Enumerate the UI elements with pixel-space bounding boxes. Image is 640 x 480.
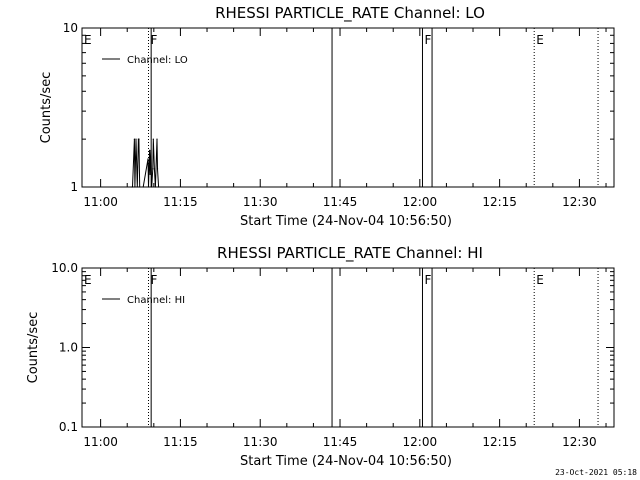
x-tick-label: 11:30: [243, 195, 278, 209]
x-tick-label: 11:30: [243, 435, 278, 449]
data-point: [133, 138, 136, 140]
data-point: [151, 186, 153, 188]
data-point: [136, 186, 138, 188]
x-tick-label: 11:45: [323, 435, 358, 449]
chart-title: RHESSI PARTICLE_RATE Channel: HI: [217, 244, 483, 263]
data-point: [150, 149, 152, 151]
x-axis-label: Start Time (24-Nov-04 10:56:50): [240, 214, 452, 229]
event-marker-label: E: [84, 273, 92, 287]
event-marker-label: F: [151, 33, 158, 47]
data-point: [147, 186, 150, 188]
x-tick-label: 12:30: [562, 195, 597, 209]
footer-timestamp: 23-Oct-2021 05:18: [555, 468, 637, 477]
data-point: [148, 149, 151, 151]
x-tick-label: 12:15: [482, 435, 517, 449]
x-axis-label: Start Time (24-Nov-04 10:56:50): [240, 454, 452, 469]
x-tick-label: 12:00: [403, 195, 438, 209]
chart-panel-lo: RHESSI PARTICLE_RATE Channel: LO 11:00 11:…: [39, 4, 615, 229]
x-tick-label: 12:00: [403, 435, 438, 449]
x-tick-label: 11:15: [163, 195, 198, 209]
data-point: [138, 138, 140, 140]
y-tick-label: 10: [63, 21, 78, 35]
y-tick-label: 1.0: [59, 341, 78, 355]
plot-frame: [81, 27, 615, 188]
chart-panel-hi: RHESSI PARTICLE_RATE Channel: HI 11:00 11:…: [26, 244, 615, 469]
legend-entry: Channel: LO: [127, 55, 188, 66]
series-line: [132, 138, 160, 188]
y-tick-label: 10.0: [51, 261, 78, 275]
data-point: [152, 138, 154, 140]
event-marker-label: F: [151, 273, 158, 287]
data-point: [131, 186, 134, 188]
data-point: [149, 173, 151, 176]
data-point: [147, 158, 149, 160]
data-point: [139, 186, 141, 188]
event-marker-label: E: [84, 33, 92, 47]
data-point: [142, 186, 144, 188]
data-point: [156, 168, 159, 170]
x-tick-label: 11:15: [163, 435, 198, 449]
data-point: [153, 168, 155, 170]
data-point: [134, 186, 136, 188]
data-point: [154, 186, 157, 188]
event-marker-label: F: [424, 273, 431, 287]
y-axis-label: Counts/sec: [39, 72, 54, 144]
y-tick-label: 0.1: [59, 420, 78, 434]
data-point: [135, 138, 137, 140]
data-point: [158, 186, 160, 188]
x-tick-label: 11:00: [83, 435, 118, 449]
x-tick-label: 11:00: [83, 195, 118, 209]
x-tick-label: 12:30: [562, 435, 597, 449]
legend-entry: Channel: HI: [127, 295, 185, 306]
event-marker-label: F: [424, 33, 431, 47]
x-tick-label: 12:15: [482, 195, 517, 209]
y-axis-label: Counts/sec: [26, 312, 41, 384]
event-marker-label: E: [536, 33, 544, 47]
event-marker-label: E: [536, 273, 544, 287]
y-tick-label: 1: [70, 180, 78, 194]
x-tick-label: 11:45: [323, 195, 358, 209]
chart-title: RHESSI PARTICLE_RATE Channel: LO: [215, 4, 485, 23]
data-point: [156, 138, 158, 140]
data-point: [152, 168, 154, 170]
